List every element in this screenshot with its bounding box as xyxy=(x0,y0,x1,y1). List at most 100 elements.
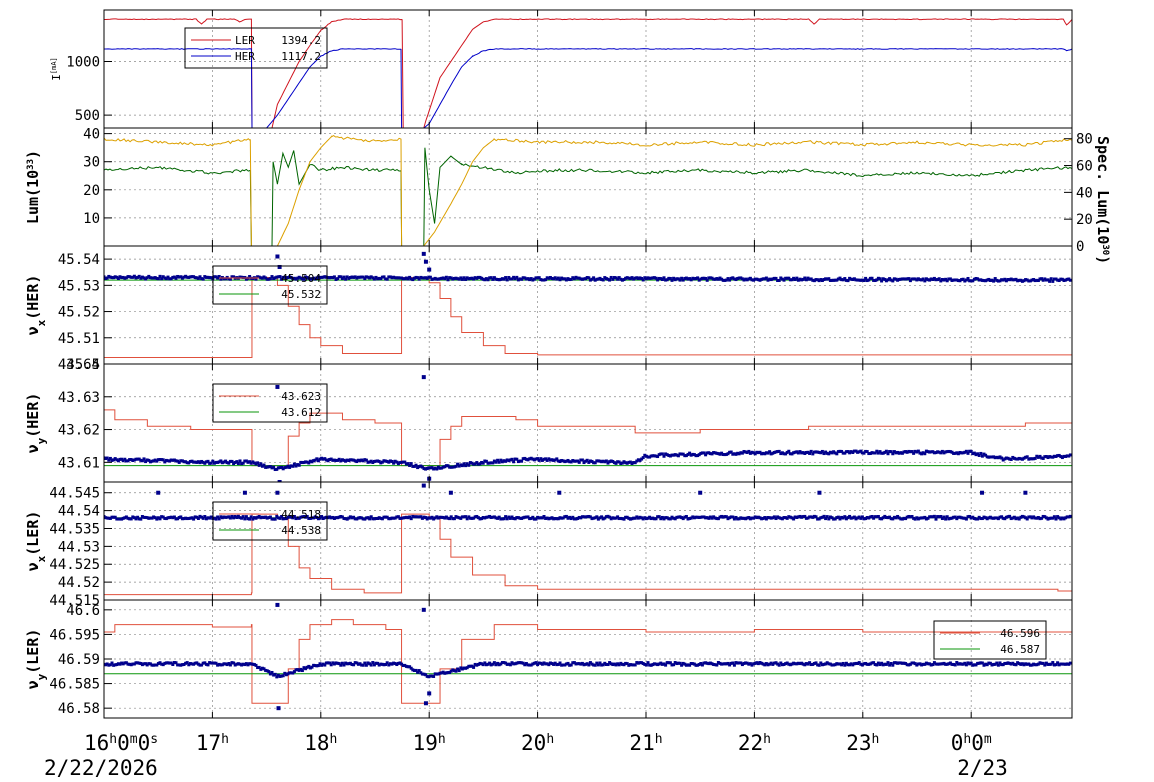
tune-point xyxy=(1044,661,1048,665)
tune-point xyxy=(980,661,984,665)
tune-point xyxy=(849,516,853,520)
tune-point xyxy=(731,452,735,456)
tune-point xyxy=(497,278,501,282)
tune-point xyxy=(520,661,524,665)
tune-point xyxy=(137,457,141,461)
tune-point xyxy=(940,662,944,666)
tune-point xyxy=(724,452,728,456)
tune-point xyxy=(185,517,189,521)
tune-point xyxy=(526,663,530,667)
tune-point xyxy=(1019,515,1023,519)
tune-point xyxy=(425,517,429,521)
tune-point xyxy=(998,661,1002,665)
tune-point xyxy=(246,460,250,464)
tune-point xyxy=(107,274,111,278)
tune-point xyxy=(728,663,732,667)
tune-point xyxy=(545,458,549,462)
panel-series xyxy=(104,135,1072,246)
tune-point xyxy=(908,662,912,666)
tune-point xyxy=(334,459,338,463)
tune-point xyxy=(862,279,866,283)
tune-point xyxy=(470,516,474,520)
tune-point xyxy=(494,663,498,667)
tune-point xyxy=(982,663,986,667)
tune-point xyxy=(624,276,628,280)
tune-point xyxy=(184,274,188,278)
tune-point xyxy=(240,516,244,520)
tune-point xyxy=(739,516,743,520)
tune-point xyxy=(136,661,140,665)
tune-point xyxy=(123,457,127,461)
tune-point xyxy=(1059,455,1063,459)
tune-point xyxy=(990,278,994,282)
tune-point xyxy=(561,516,565,520)
tune-point xyxy=(163,661,167,665)
tune-point xyxy=(276,673,280,677)
tune-point xyxy=(147,516,151,520)
tune-point xyxy=(526,458,530,462)
tune-point xyxy=(339,514,343,518)
tune-point xyxy=(489,276,493,280)
tune-point xyxy=(707,276,711,280)
y-axis-label: Lum(1033) xyxy=(24,150,42,224)
label-part: x xyxy=(35,319,48,326)
tune-point xyxy=(412,464,416,468)
tune-point xyxy=(164,277,168,281)
x-tick-label: 23h xyxy=(846,731,879,755)
tune-point xyxy=(227,277,231,281)
tune-point xyxy=(1012,278,1016,282)
tune-point xyxy=(366,275,370,279)
tune-point xyxy=(915,663,919,667)
tune-point xyxy=(766,451,770,455)
tune-point xyxy=(681,278,685,282)
tune-point xyxy=(372,663,376,667)
tune-point xyxy=(971,663,975,667)
tune-point xyxy=(937,450,941,454)
tune-point xyxy=(516,516,520,520)
tune-point xyxy=(710,516,714,520)
tune-point xyxy=(1030,457,1034,461)
tune-point xyxy=(905,663,909,667)
tune-point xyxy=(502,517,506,521)
panel-series xyxy=(104,483,1072,596)
tune-point xyxy=(356,458,360,462)
tune-point xyxy=(428,516,432,520)
tune-point xyxy=(976,452,980,456)
tune-point xyxy=(952,451,956,455)
tune-point xyxy=(868,515,872,519)
tune-point xyxy=(606,663,610,667)
tune-point xyxy=(779,516,783,520)
tune-point xyxy=(971,279,975,283)
tune-point xyxy=(104,516,108,520)
tune-point xyxy=(566,661,570,665)
tune-point xyxy=(288,671,292,675)
tune-point xyxy=(700,515,704,519)
tune-point xyxy=(216,460,220,464)
tune-point xyxy=(496,661,500,665)
tune-point xyxy=(147,274,151,278)
tune-point xyxy=(788,663,792,667)
tune-point xyxy=(777,516,781,520)
x-tick-label: 0h0m xyxy=(951,731,992,755)
tune-point xyxy=(635,515,639,519)
tune-point xyxy=(726,277,730,281)
tune-point xyxy=(616,460,620,464)
tune-point xyxy=(1048,279,1052,283)
tune-point xyxy=(140,275,144,279)
tune-point xyxy=(476,662,480,666)
tune-point xyxy=(187,516,191,520)
tune-point xyxy=(848,663,852,667)
tune-point xyxy=(1043,515,1047,519)
y-tick-label: 43.62 xyxy=(58,423,100,439)
tune-point xyxy=(155,517,159,521)
tune-point xyxy=(979,278,983,282)
y-axis-label: νy(LER) xyxy=(24,629,48,690)
tune-point xyxy=(395,515,399,519)
tune-point xyxy=(756,451,760,455)
tune-point xyxy=(552,662,556,666)
tune-point xyxy=(976,517,980,521)
tune-point xyxy=(257,665,261,669)
tune-point xyxy=(788,278,792,282)
tune-point xyxy=(867,452,871,456)
tune-point xyxy=(172,275,176,279)
